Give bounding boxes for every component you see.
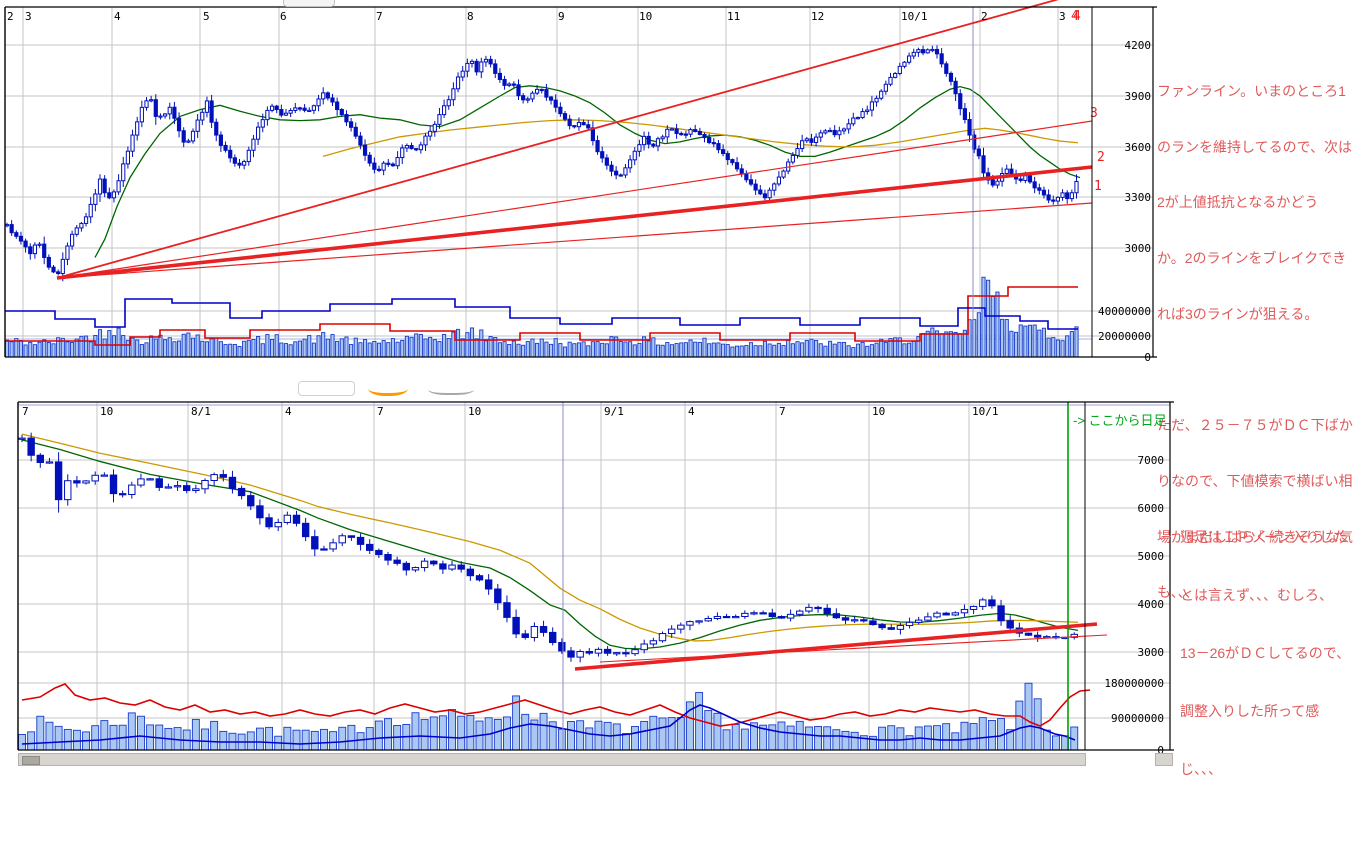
y-axis-tick-label: 20000000	[1098, 330, 1151, 343]
note-line: のランを維持してるので、次は	[1157, 138, 1353, 155]
note-line: りなので、下値模索で横ばい相	[1157, 472, 1353, 489]
cutoff-button-orange[interactable]	[368, 380, 408, 396]
y-axis-tick-label: 3000	[1125, 242, 1152, 255]
x-axis-tick-label: 10/1	[901, 10, 928, 23]
y-axis-tick-label: 4000	[1138, 598, 1165, 611]
x-axis-tick-label: 10	[468, 405, 481, 418]
y-axis-tick-label: 0	[1157, 744, 1164, 757]
fan-line-label: 4	[1071, 9, 1079, 24]
daily-start-marker: -> ここから日足	[1073, 413, 1167, 428]
y-axis-tick-label: 0	[1144, 351, 1151, 364]
x-axis-tick-label: 10	[639, 10, 652, 23]
y-axis-tick-label: 5000	[1138, 550, 1165, 563]
x-axis-tick-label: 7	[779, 405, 786, 418]
note-line: ただ、２５－７５がＤＣ下ばか	[1157, 417, 1353, 434]
note-line: 2が上値抵抗となるかどう	[1157, 194, 1319, 211]
y-axis-tick-label: 40000000	[1098, 305, 1151, 318]
note-line	[1157, 358, 1363, 382]
scrollbar-thumb[interactable]	[22, 756, 40, 765]
note-line: か。2のラインをブレイクでき	[1157, 250, 1347, 267]
y-axis-tick-label: 6000	[1138, 502, 1165, 515]
note-line: ファンライン。いまのところ1	[1157, 83, 1346, 99]
note-line: じ、、、	[1180, 761, 1222, 777]
x-axis-tick-label: 3	[1059, 10, 1066, 23]
scrollbar-button[interactable]	[1155, 753, 1173, 766]
x-axis-tick-label: 7	[376, 10, 383, 23]
x-axis-tick-label: 7	[377, 405, 384, 418]
x-axis-tick-label: 4	[688, 405, 695, 418]
horizontal-scrollbar[interactable]	[18, 753, 1086, 766]
x-axis-tick-label: 5	[203, 10, 210, 23]
cutoff-button-gray[interactable]	[298, 381, 355, 396]
x-axis-tick-label: 7	[22, 405, 29, 418]
y-axis-tick-label: 3600	[1125, 141, 1152, 154]
x-axis-tick-label: 10	[872, 405, 885, 418]
fan-line-label: 2	[1097, 150, 1105, 165]
y-axis-tick-label: 180000000	[1104, 677, 1164, 690]
note-line: とは言えず、、、むしろ、	[1180, 587, 1334, 603]
y-axis-tick-label: 3300	[1125, 191, 1152, 204]
weekly-annotation-note: 週足はＩＰゾーン入りした とは言えず、、、むしろ、 13－26がＤＣしてるので、…	[1180, 492, 1362, 814]
y-axis-tick-label: 4200	[1125, 39, 1152, 52]
daily-annotation-note: ファンライン。いまのところ1 のランを維持してるので、次は 2が上値抵抗となるか…	[1157, 48, 1363, 637]
note-line: 場がまだしばらく続きそうな気	[1157, 528, 1353, 545]
x-axis-tick-label: 4	[285, 405, 292, 418]
cutoff-button-top[interactable]	[283, 0, 335, 7]
x-axis-tick-label: 4	[114, 10, 121, 23]
x-axis-tick-label: 3	[25, 10, 32, 23]
x-axis-tick-label: 9/1	[604, 405, 624, 418]
x-axis-tick-label: 2	[7, 10, 14, 23]
y-axis-tick-label: 90000000	[1111, 712, 1164, 725]
note-line: れば3のラインが狙える。	[1157, 305, 1319, 322]
y-axis-tick-label: 3900	[1125, 90, 1152, 103]
note-line: 調整入りした所って感	[1180, 703, 1320, 719]
x-axis-tick-label: 6	[280, 10, 287, 23]
x-axis-tick-label: 8/1	[191, 405, 211, 418]
note-line: 週足はＩＰゾーン入りした	[1180, 529, 1348, 545]
fan-line-label: 1	[1094, 179, 1102, 194]
cutoff-button-dash[interactable]	[428, 382, 474, 395]
x-axis-tick-label: 10/1	[972, 405, 999, 418]
x-axis-tick-label: 12	[811, 10, 824, 23]
note-line: 13－26がＤＣしてるので、	[1180, 645, 1351, 661]
y-axis-tick-label: 7000	[1138, 454, 1165, 467]
x-axis-tick-label: 10	[100, 405, 113, 418]
y-axis-tick-label: 3000	[1138, 646, 1165, 659]
x-axis-tick-label: 11	[727, 10, 740, 23]
note-line: も、、、	[1157, 584, 1199, 601]
fan-line-label: 3	[1090, 106, 1098, 121]
fan-line-label-4-axis: 4	[1073, 9, 1081, 24]
x-axis-tick-label: 9	[558, 10, 565, 23]
x-axis-tick-label: 2	[981, 10, 988, 23]
x-axis-tick-label: 8	[467, 10, 474, 23]
